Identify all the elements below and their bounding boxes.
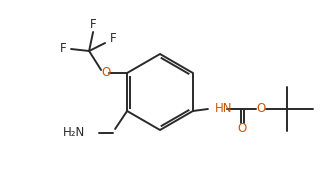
Text: O: O [101,67,111,80]
Text: H₂N: H₂N [63,126,85,139]
Text: F: F [110,33,116,46]
Text: HN: HN [215,102,232,115]
Text: O: O [238,122,247,136]
Text: F: F [90,19,97,32]
Text: F: F [60,43,66,56]
Text: O: O [256,102,266,115]
